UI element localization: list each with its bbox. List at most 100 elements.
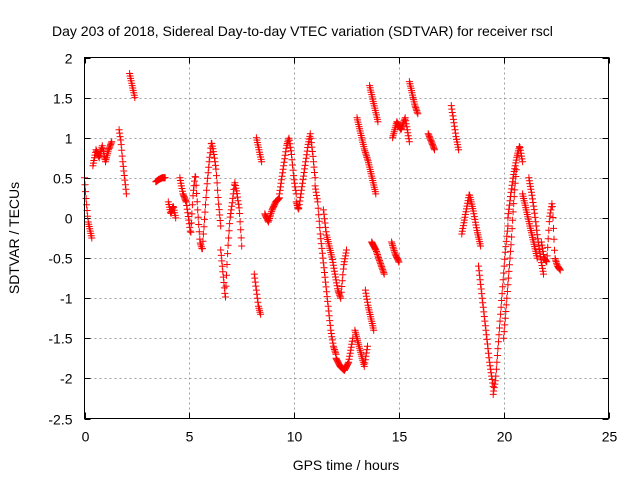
- data-point: [199, 237, 207, 245]
- data-point: [544, 243, 552, 251]
- data-point: [82, 195, 90, 202]
- data-point: [258, 158, 266, 166]
- data-point: [507, 188, 515, 196]
- data-point: [546, 209, 554, 217]
- data-point: [333, 279, 340, 287]
- data-point: [228, 202, 236, 210]
- data-point: [213, 179, 221, 187]
- data-point: [200, 223, 208, 231]
- data-point: [186, 227, 194, 235]
- data-point: [348, 340, 356, 348]
- data-point: [543, 258, 551, 266]
- data-point: [499, 283, 507, 291]
- x-tick-label: 15: [392, 429, 408, 445]
- data-point: [555, 265, 563, 272]
- data-point: [537, 259, 545, 267]
- data-point: [122, 190, 130, 198]
- data-point: [535, 246, 543, 253]
- data-point: [450, 122, 458, 130]
- data-point: [118, 152, 126, 160]
- data-point: [275, 190, 283, 198]
- data-point: [500, 269, 508, 277]
- data-point: [501, 321, 509, 329]
- data-point: [330, 267, 338, 275]
- data-point: [531, 213, 539, 221]
- data-point: [254, 298, 262, 306]
- data-point: [121, 181, 129, 189]
- data-point: [213, 172, 220, 180]
- data-point: [184, 209, 192, 217]
- data-point: [370, 326, 378, 334]
- data-point: [122, 185, 130, 193]
- data-point: [363, 295, 371, 303]
- data-point: [508, 233, 516, 241]
- x-tick-label: 20: [497, 429, 513, 445]
- data-point: [237, 226, 245, 234]
- data-point: [280, 158, 288, 166]
- data-point: [236, 210, 244, 217]
- data-point: [257, 310, 265, 318]
- data-point: [297, 186, 305, 194]
- data-point: [222, 293, 229, 301]
- data-point: [251, 278, 259, 286]
- data-point: [84, 212, 92, 220]
- data-point: [543, 252, 551, 260]
- data-point: [199, 230, 207, 238]
- data-point: [495, 338, 502, 346]
- data-point: [499, 276, 507, 284]
- axis-ticks: 2 1.5 1 0.5 0 -0.5 -1 -1.5 -2 -2.5 0 5 10 15 20 25: [48, 51, 617, 445]
- data-point: [198, 245, 206, 253]
- data-point: [308, 148, 316, 155]
- data-point: [187, 228, 195, 236]
- data-point: [505, 267, 513, 275]
- data-point: [324, 297, 332, 305]
- data-point: [194, 206, 202, 214]
- data-point: [193, 198, 201, 206]
- data-point: [380, 270, 388, 278]
- data-point: [311, 174, 319, 182]
- data-point: [551, 246, 558, 254]
- data-point: [108, 138, 116, 146]
- data-point: [191, 177, 198, 185]
- data-point: [533, 254, 541, 262]
- data-point: [363, 346, 371, 354]
- data-point: [414, 110, 422, 118]
- data-point: [372, 246, 380, 254]
- data-point: [251, 274, 259, 282]
- data-point: [234, 197, 242, 205]
- data-point: [477, 280, 485, 288]
- data-point: [431, 146, 438, 154]
- data-point: [319, 206, 327, 214]
- data-point: [201, 208, 209, 216]
- data-point: [341, 255, 349, 263]
- data-point: [496, 324, 503, 332]
- y-tick-label: 2: [65, 51, 73, 67]
- data-point: [182, 197, 190, 205]
- data-point: [504, 222, 512, 230]
- data-point: [214, 186, 222, 194]
- data-point: [267, 209, 275, 217]
- data-point: [545, 226, 553, 234]
- data-point: [402, 120, 410, 128]
- data-point: [161, 174, 169, 182]
- data-point: [202, 194, 210, 201]
- data-point: [504, 281, 512, 289]
- data-point: [497, 310, 505, 318]
- data-point: [498, 290, 506, 298]
- data-point: [214, 194, 222, 201]
- data-point: [511, 186, 519, 194]
- y-tick-label: 1.5: [53, 91, 73, 107]
- data-point: [322, 223, 329, 231]
- data-point: [493, 358, 501, 366]
- data-point: [315, 217, 323, 225]
- data-point: [475, 262, 482, 270]
- data-point: [548, 203, 556, 211]
- data-point: [389, 243, 397, 251]
- data-point: [212, 165, 220, 173]
- data-point: [300, 172, 307, 180]
- data-point: [88, 234, 96, 242]
- data-point: [508, 225, 516, 233]
- data-point: [192, 181, 200, 189]
- data-point: [490, 387, 498, 395]
- data-point: [485, 354, 493, 362]
